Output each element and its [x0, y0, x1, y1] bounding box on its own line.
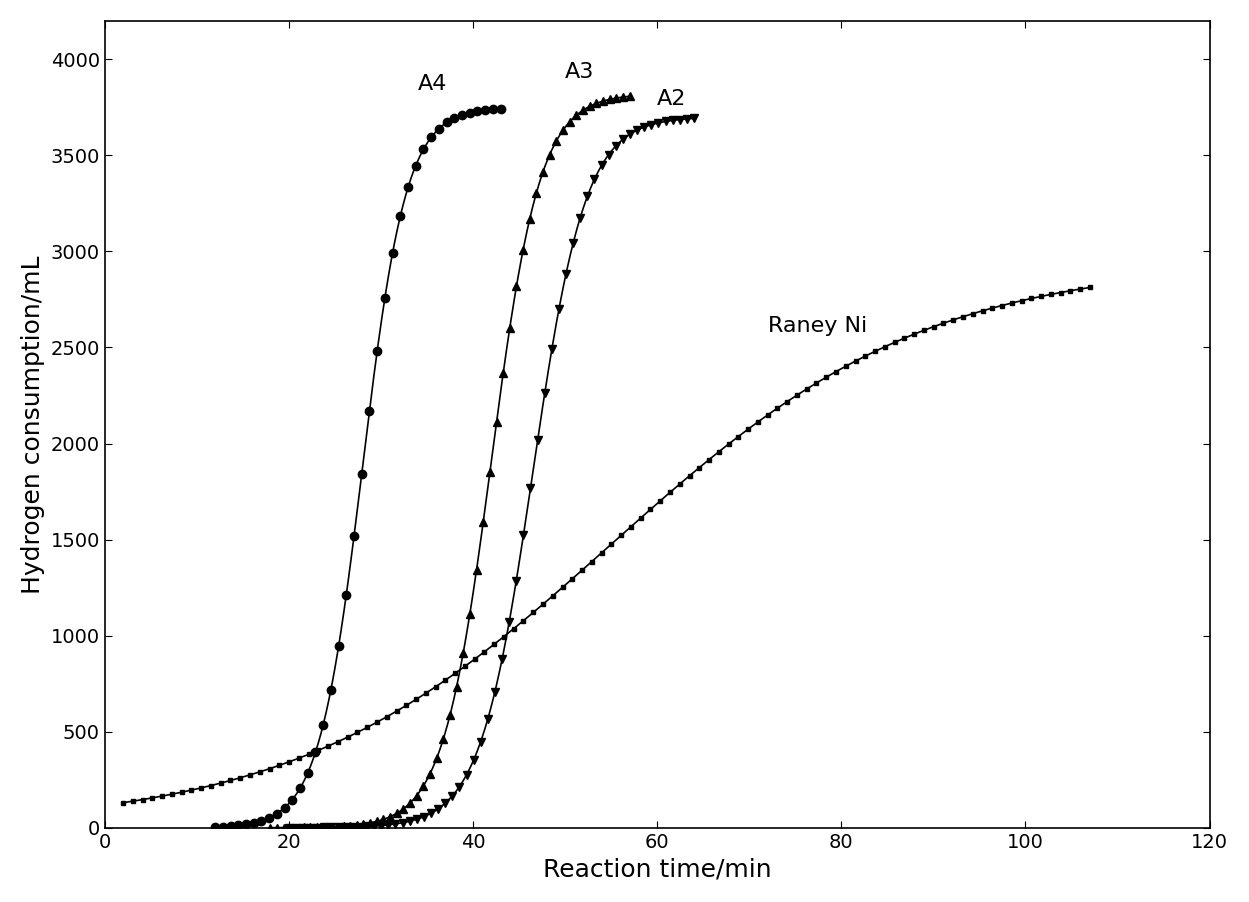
- Text: A3: A3: [565, 62, 595, 82]
- Y-axis label: Hydrogen consumption/mL: Hydrogen consumption/mL: [21, 255, 45, 594]
- Text: A4: A4: [417, 74, 447, 94]
- Text: Raney Ni: Raney Ni: [768, 316, 867, 336]
- X-axis label: Reaction time/min: Reaction time/min: [543, 857, 772, 881]
- Text: A2: A2: [657, 89, 687, 109]
